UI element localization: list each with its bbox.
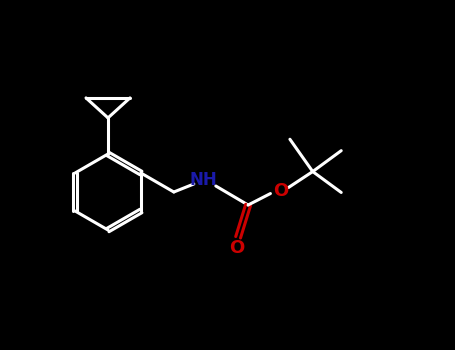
Text: O: O (229, 239, 245, 257)
Text: NH: NH (190, 171, 217, 189)
Text: O: O (273, 182, 288, 199)
